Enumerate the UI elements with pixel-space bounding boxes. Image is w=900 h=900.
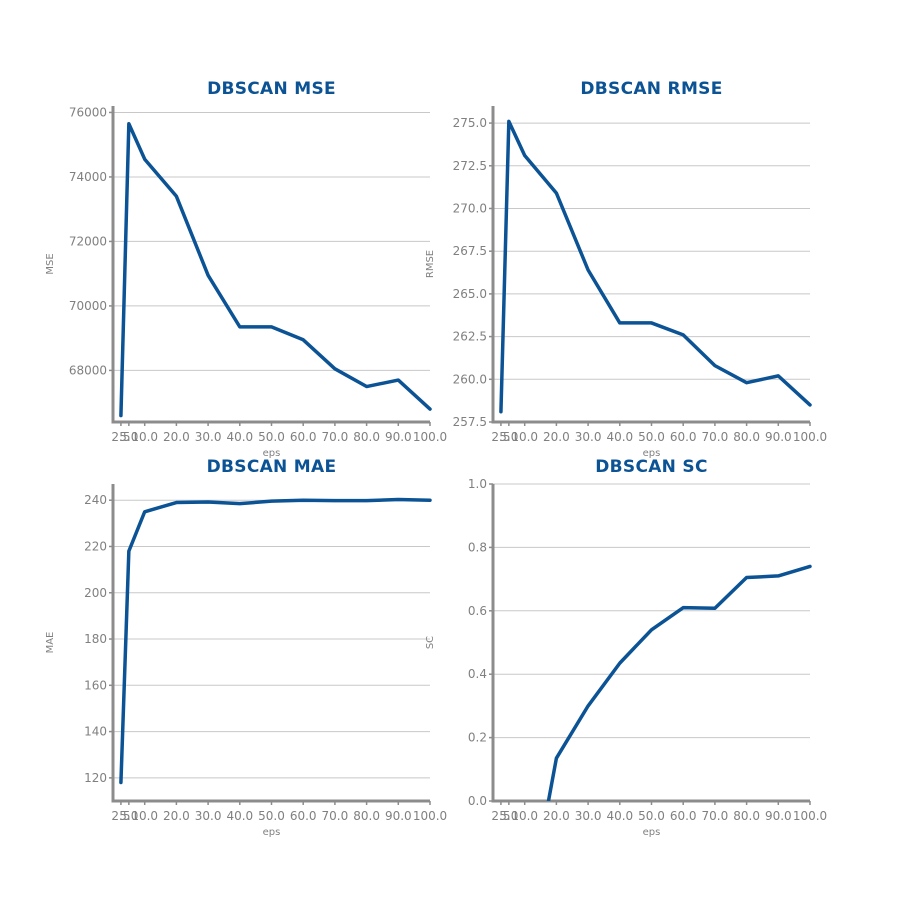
y-tick-label: 240 xyxy=(84,493,107,507)
x-tick-label: 30.0 xyxy=(575,430,602,444)
x-tick-label: 70.0 xyxy=(702,809,729,823)
y-tick-label: 257.5 xyxy=(453,415,487,429)
y-axis-label: SC xyxy=(425,636,436,649)
y-axis-label: RMSE xyxy=(425,250,436,278)
series-line xyxy=(119,121,432,418)
x-tick-label: 50.0 xyxy=(638,809,665,823)
chart-title: DBSCAN MSE xyxy=(207,79,336,99)
y-tick-label: 74000 xyxy=(69,170,107,184)
y-tick-label: 262.5 xyxy=(453,330,487,344)
series-line xyxy=(499,119,812,414)
y-axis-label: MAE xyxy=(45,632,56,654)
x-tick-label: 100.0 xyxy=(413,430,447,444)
x-tick-label: 90.0 xyxy=(385,809,412,823)
x-tick-label: 5.0 xyxy=(119,809,138,823)
x-axis-label: eps xyxy=(643,827,661,838)
series-line xyxy=(546,564,812,801)
x-tick-label: 20.0 xyxy=(163,430,190,444)
y-tick-label: 270.0 xyxy=(453,201,487,215)
x-tick-label: 10.0 xyxy=(511,809,538,823)
x-tick-label: 60.0 xyxy=(670,430,697,444)
x-tick-label: 40.0 xyxy=(606,430,633,444)
y-tick-label: 0.4 xyxy=(468,667,487,681)
y-tick-label: 220 xyxy=(84,539,107,553)
x-tick-label: 50.0 xyxy=(258,809,285,823)
y-tick-label: 200 xyxy=(84,586,107,600)
y-tick-label: 0.0 xyxy=(468,794,487,808)
x-tick-label: 2.5 xyxy=(491,430,510,444)
x-tick-label: 40.0 xyxy=(226,430,253,444)
y-tick-label: 180 xyxy=(84,632,107,646)
y-tick-label: 260.0 xyxy=(453,372,487,386)
y-tick-label: 267.5 xyxy=(453,244,487,258)
chart-title: DBSCAN MAE xyxy=(207,457,337,477)
x-tick-label: 2.5 xyxy=(111,809,130,823)
y-tick-label: 265.0 xyxy=(453,287,487,301)
mae-chart: DBSCAN MAE 120 140 160 180 200 220 240 2.55.010.… xyxy=(45,457,447,838)
y-tick-label: 70000 xyxy=(69,299,107,313)
x-tick-label: 70.0 xyxy=(322,430,349,444)
x-tick-label: 90.0 xyxy=(765,430,792,444)
chart-title: DBSCAN RMSE xyxy=(580,79,722,99)
chart-title: DBSCAN SC xyxy=(595,457,708,477)
y-tick-label: 0.2 xyxy=(468,731,487,745)
x-tick-label: 5.0 xyxy=(499,809,518,823)
x-tick-label: 80.0 xyxy=(353,809,380,823)
x-tick-label: 50.0 xyxy=(638,430,665,444)
mse-chart: DBSCAN MSE 68000 70000 72000 74000 76000 2.55.… xyxy=(45,79,447,459)
x-axis-label: eps xyxy=(643,448,661,459)
x-axis-label: eps xyxy=(263,827,281,838)
x-tick-label: 80.0 xyxy=(733,430,760,444)
x-tick-label: 70.0 xyxy=(702,430,729,444)
y-tick-label: 0.8 xyxy=(468,540,487,554)
x-tick-label: 60.0 xyxy=(290,809,317,823)
x-tick-label: 30.0 xyxy=(575,809,602,823)
y-tick-label: 68000 xyxy=(69,363,107,377)
x-tick-label: 80.0 xyxy=(733,809,760,823)
x-tick-label: 80.0 xyxy=(353,430,380,444)
x-tick-label: 60.0 xyxy=(290,430,317,444)
x-tick-label: 30.0 xyxy=(195,430,222,444)
x-tick-label: 40.0 xyxy=(226,809,253,823)
x-tick-label: 2.5 xyxy=(491,809,510,823)
x-tick-label: 40.0 xyxy=(606,809,633,823)
x-tick-label: 30.0 xyxy=(195,809,222,823)
y-tick-label: 0.6 xyxy=(468,604,487,618)
y-tick-label: 72000 xyxy=(69,234,107,248)
x-tick-label: 70.0 xyxy=(322,809,349,823)
x-tick-label: 10.0 xyxy=(511,430,538,444)
x-tick-label: 10.0 xyxy=(131,809,158,823)
x-tick-label: 90.0 xyxy=(765,809,792,823)
x-tick-label: 20.0 xyxy=(543,809,570,823)
x-tick-label: 20.0 xyxy=(543,430,570,444)
y-tick-label: 140 xyxy=(84,725,107,739)
y-tick-label: 1.0 xyxy=(468,477,487,491)
x-tick-label: 2.5 xyxy=(111,430,130,444)
x-tick-label: 50.0 xyxy=(258,430,285,444)
x-tick-label: 60.0 xyxy=(670,809,697,823)
y-tick-label: 160 xyxy=(84,678,107,692)
y-tick-label: 275.0 xyxy=(453,116,487,130)
y-axis-label: MSE xyxy=(45,253,56,274)
y-tick-label: 272.5 xyxy=(453,159,487,173)
sc-chart: DBSCAN SC 0.0 0.2 0.4 0.6 0.8 1.0 2.55.010.0 20.… xyxy=(425,457,827,838)
y-tick-label: 76000 xyxy=(69,105,107,119)
x-tick-label: 100.0 xyxy=(413,809,447,823)
x-axis-label: eps xyxy=(263,448,281,459)
x-tick-label: 90.0 xyxy=(385,430,412,444)
y-tick-label: 120 xyxy=(84,771,107,785)
x-tick-label: 100.0 xyxy=(793,430,827,444)
x-tick-label: 20.0 xyxy=(163,809,190,823)
x-tick-label: 5.0 xyxy=(499,430,518,444)
x-tick-label: 10.0 xyxy=(131,430,158,444)
rmse-chart: DBSCAN RMSE 257.5 260.0 262.5 265.0 267.5 270.… xyxy=(425,79,827,459)
series-line xyxy=(119,497,432,785)
x-tick-label: 100.0 xyxy=(793,809,827,823)
x-tick-label: 5.0 xyxy=(119,430,138,444)
